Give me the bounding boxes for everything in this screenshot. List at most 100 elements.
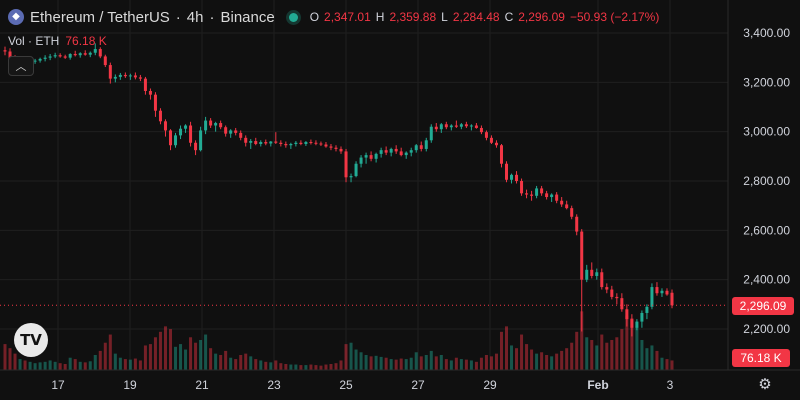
separator: ·: [175, 8, 181, 26]
market-status-icon[interactable]: [288, 12, 298, 22]
volume-bar: [113, 353, 117, 370]
candle-body: [504, 163, 509, 180]
candle-body: [670, 292, 674, 306]
volume-bar: [389, 359, 393, 370]
volume-bar: [665, 359, 669, 370]
x-tick-label: 25: [339, 378, 353, 392]
volume-bar: [364, 355, 368, 370]
symbol-name[interactable]: Ethereum / TetherUS: [30, 8, 170, 26]
candle-body: [184, 125, 188, 129]
volume-bar: [429, 350, 433, 370]
candle-body: [489, 137, 493, 143]
volume-bar: [264, 361, 268, 370]
volume-badge: 76.18 K: [732, 349, 790, 367]
candle-body: [189, 125, 193, 143]
candle-body: [570, 208, 574, 217]
candle-body: [123, 74, 127, 77]
volume-bar: [484, 355, 488, 370]
collapse-legend-button[interactable]: ︿: [8, 56, 34, 76]
volume-bar: [133, 358, 137, 370]
change-value: −50.93 (−2.17%): [569, 10, 660, 24]
volume-bar: [294, 364, 298, 370]
volume-bar: [650, 345, 654, 370]
volume-bar: [118, 357, 122, 370]
candle-body: [244, 137, 248, 143]
y-tick-label: 3,200.00: [743, 75, 790, 89]
candle-body: [179, 128, 183, 136]
candle-body: [304, 142, 308, 144]
candle-body: [309, 142, 313, 144]
volume-bar: [600, 334, 604, 370]
candle-body: [289, 144, 293, 146]
volume-bar: [444, 359, 448, 370]
volume-bar: [464, 359, 468, 370]
volume-bar: [339, 360, 343, 370]
candle-body: [389, 148, 393, 153]
candle-body: [605, 287, 609, 290]
volume-bar: [148, 344, 152, 370]
candle-body: [264, 142, 268, 144]
volume-bar: [670, 360, 674, 370]
volume-bar: [595, 345, 599, 370]
tradingview-logo-icon[interactable]: TV: [14, 323, 48, 357]
candle-body: [73, 53, 77, 56]
candle-body: [610, 289, 614, 297]
candle-body: [655, 287, 659, 294]
volume-bar: [254, 359, 258, 370]
volume-value: 76.18 K: [65, 34, 107, 48]
candle-body: [204, 120, 208, 131]
volume-bar: [244, 353, 248, 370]
settings-icon[interactable]: ⚙: [758, 376, 772, 393]
candle-body: [645, 306, 649, 313]
candle-body: [439, 124, 443, 130]
candle-body: [133, 75, 137, 78]
candle-body: [379, 150, 383, 154]
volume-bar: [625, 315, 629, 370]
volume-bar: [259, 360, 263, 370]
candle-body: [319, 143, 323, 145]
candle-body: [168, 130, 173, 146]
volume-bar: [334, 363, 338, 370]
candle-body: [535, 188, 539, 196]
candle-body: [469, 125, 473, 127]
volume-bar: [424, 355, 428, 370]
volume-bar: [379, 356, 383, 370]
volume-bar: [620, 329, 624, 370]
candle-body: [474, 125, 478, 128]
volume-bar: [545, 355, 549, 370]
volume-bar: [630, 318, 634, 370]
last-price-badge: 2,296.09: [732, 297, 794, 315]
y-tick-label: 2,600.00: [743, 223, 790, 237]
candle-body: [429, 126, 433, 141]
interval[interactable]: 4h: [186, 8, 204, 26]
volume-bar: [123, 359, 127, 370]
volume-bar: [214, 353, 218, 370]
volume-legend[interactable]: Vol · ETH 76.18 K: [8, 34, 107, 48]
volume-bar: [399, 358, 403, 370]
volume-bar: [18, 359, 22, 370]
time-scale[interactable]: 17 19 21 23 25 27 29 Feb 3: [51, 378, 673, 392]
x-tick-label: 23: [267, 378, 281, 392]
volume-bar: [454, 357, 458, 370]
candle-body: [88, 52, 92, 55]
volume-bar: [479, 357, 483, 370]
volume-bar: [640, 340, 644, 370]
candle-body: [128, 75, 132, 77]
volume-bar: [414, 352, 418, 370]
candle-body: [650, 287, 654, 307]
volume-bar: [3, 344, 7, 370]
candle-body: [560, 200, 564, 205]
volume-bar: [369, 356, 373, 370]
volume-bar: [329, 364, 333, 370]
candle-body: [259, 142, 263, 144]
volume-bar: [179, 344, 183, 370]
candle-body: [199, 130, 203, 151]
price-scale[interactable]: 3,400.00 3,200.00 3,000.00 2,800.00 2,600.00…: [743, 26, 790, 336]
candle-body: [344, 151, 348, 178]
ethereum-icon: ◆: [8, 9, 24, 25]
chevron-up-icon: ︿: [15, 61, 27, 73]
x-tick-label: 29: [483, 378, 497, 392]
candle-body: [409, 150, 413, 153]
volume-bars: [3, 311, 674, 370]
